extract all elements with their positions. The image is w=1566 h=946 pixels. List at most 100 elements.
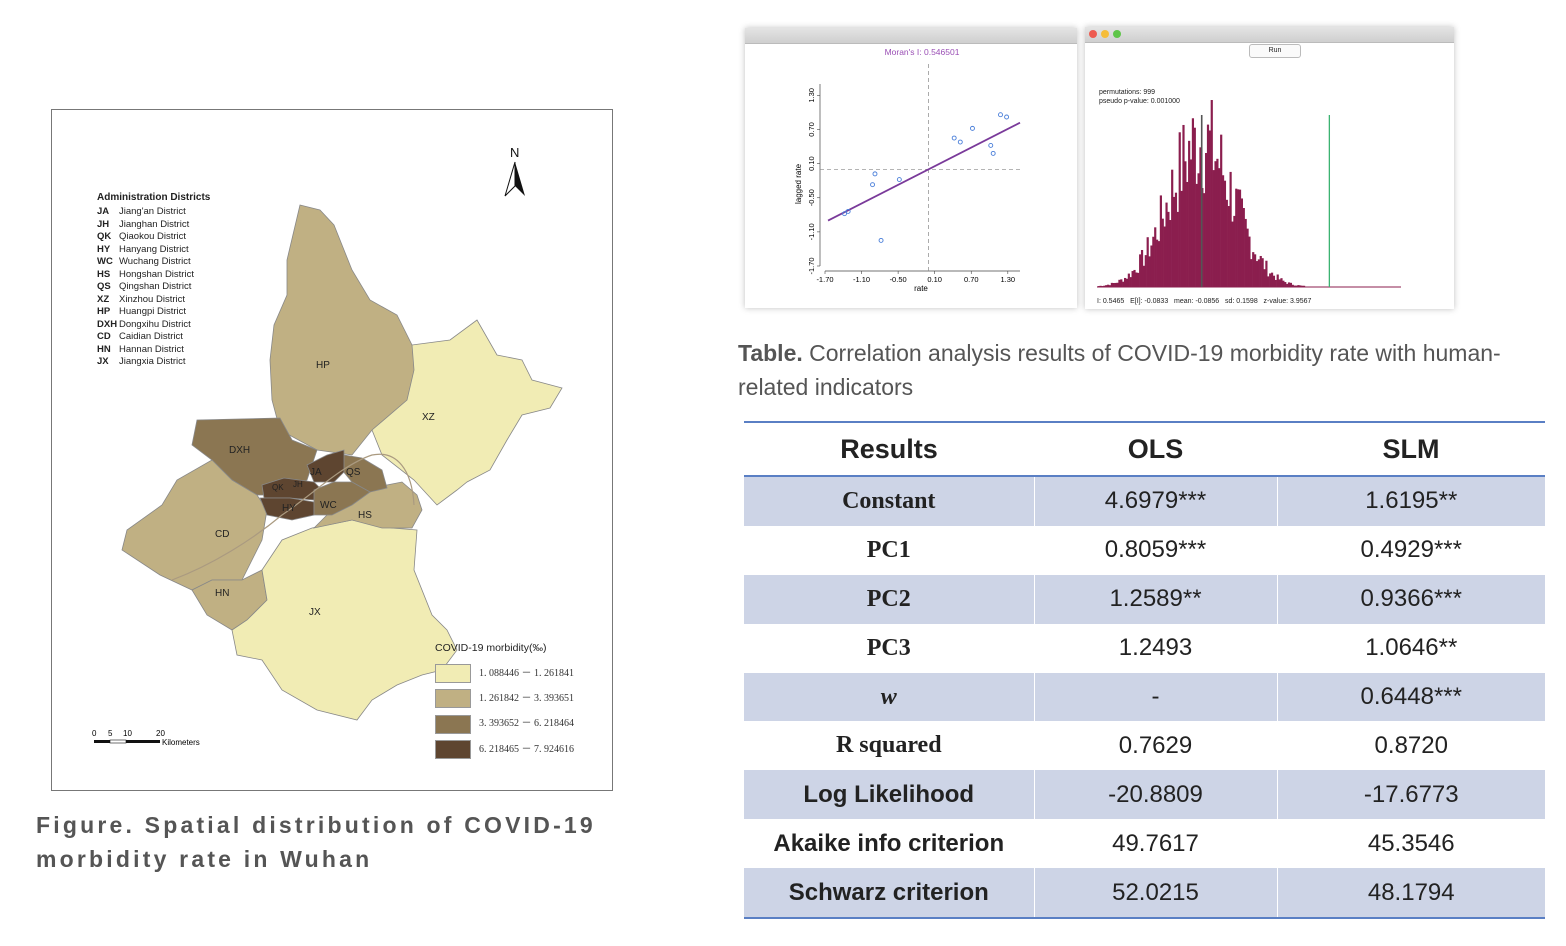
zoom-dot-icon[interactable] (1113, 30, 1121, 38)
morbidity-legend: COVID-19 morbidity(‰) 1. 088446 － 1. 261… (435, 642, 574, 765)
histogram-bar (1250, 259, 1253, 287)
histogram-bar (1220, 134, 1223, 287)
districts-list: JA Jiang'an District JH Jianghan District QK… (97, 206, 210, 369)
histogram-bar (1150, 245, 1153, 287)
district-entry: DXH Dongxihu District (97, 319, 210, 332)
ols-value: 52.0215 (1033, 868, 1277, 920)
label-ja: JA (310, 467, 322, 478)
table-caption-text: Correlation analysis results of COVID-19… (738, 340, 1501, 400)
header-slm: SLM (1277, 421, 1545, 477)
ols-value: -20.8809 (1033, 770, 1277, 820)
histogram-bar (1114, 282, 1117, 287)
moran-title: Moran's I: 0.546501 (885, 47, 960, 57)
scatter-point (988, 142, 994, 148)
ols-value: 1.2589** (1033, 574, 1277, 624)
histogram-bar (1229, 171, 1232, 287)
histogram-bar (1231, 221, 1234, 287)
row-label: Schwarz criterion (744, 868, 1034, 920)
histogram-bar (1169, 220, 1172, 287)
histogram-bar (1216, 158, 1219, 287)
permutation-histogram (1097, 100, 1401, 288)
district-code: HP (97, 306, 111, 317)
district-name: Qiaokou District (119, 231, 187, 242)
moran-plot-area: -1.70 -1.10 -0.50 0.10 0.70 1.30 -1.70 -1.10 -0.… (807, 64, 1021, 284)
y-tick-label: 0.10 (807, 156, 816, 171)
histogram-bar (1212, 170, 1215, 287)
histogram-bar (1123, 277, 1127, 287)
histogram-bar (1099, 285, 1102, 287)
histogram-bar (1154, 227, 1157, 287)
minimize-dot-icon[interactable] (1101, 30, 1109, 38)
district-code: DXH (97, 318, 118, 330)
district-code: WC (97, 256, 113, 267)
scatter-point (998, 112, 1003, 118)
histogram-bar (1299, 285, 1302, 287)
header-results: Results (744, 421, 1034, 477)
histogram-bar (1148, 256, 1151, 287)
histogram-bar (1139, 254, 1142, 287)
histogram-bar (1303, 285, 1306, 287)
row-label: PC1 (866, 536, 911, 563)
x-tick-label: 0.70 (964, 275, 979, 284)
district-entry: XZ Xinzhou District (97, 294, 210, 307)
district-entry: HY Hanyang District (97, 244, 210, 257)
scatter-point (1004, 114, 1010, 120)
slm-value: 0.9366*** (1276, 574, 1545, 624)
histogram-bar (1131, 271, 1134, 287)
svg-text:0: 0 (92, 729, 97, 738)
histogram-bar (1105, 285, 1108, 287)
x-tick-label: 0.10 (927, 275, 942, 284)
histogram-bar (1107, 284, 1110, 287)
moran-scatter-plot: Moran's I: 0.546501 rate lagged rate -1.… (794, 47, 1021, 293)
histogram-bar (1282, 280, 1285, 287)
histogram-bar (1227, 206, 1230, 287)
histogram-bar (1140, 249, 1144, 287)
moran-scatter-window: Moran's I: 0.546501 rate lagged rate -1.… (745, 28, 1077, 308)
table-row: Akaike info criterion 49.7617 45.3546 (744, 819, 1545, 869)
histogram-bar (1280, 278, 1283, 287)
district-name: Dongxihu District (119, 318, 191, 330)
histogram-bar (1223, 180, 1227, 287)
district-entry: JH Jianghan District (97, 219, 210, 232)
histogram-bar (1261, 258, 1264, 287)
histogram-bar (1188, 140, 1191, 287)
x-tick-label: 1.30 (1001, 275, 1016, 284)
table-row: w -0.6448*** (744, 672, 1545, 722)
ols-value: 0.8059*** (1033, 525, 1277, 575)
close-dot-icon[interactable] (1089, 30, 1097, 38)
permutations-text: permutations: 999 (1099, 89, 1156, 96)
row-label: PC2 (744, 574, 1034, 624)
histogram-bar (1120, 279, 1123, 287)
histogram-bar (1225, 199, 1228, 287)
row-label: Constant (744, 476, 1034, 526)
label-hn: HN (215, 588, 229, 599)
histogram-bar (1270, 272, 1274, 287)
y-tick-label: 0.70 (807, 122, 816, 137)
district-entry: WC Wuchang District (97, 256, 210, 269)
class-swatch (435, 664, 471, 684)
north-arrow-icon: N (504, 145, 525, 197)
histogram-bar (1208, 130, 1211, 287)
histogram-bar (1142, 265, 1146, 287)
district-name: Jianghan District (119, 218, 190, 230)
scatter-point (970, 125, 975, 131)
district-code: XZ (97, 293, 110, 305)
histogram-bar (1206, 124, 1210, 287)
x-tick-label: -1.10 (853, 275, 870, 284)
histogram-bar (1259, 255, 1262, 287)
histogram-bar (1297, 285, 1300, 287)
run-button[interactable]: Run (1249, 44, 1301, 58)
table-row: PC3 1.2493 1.0646** (744, 623, 1545, 673)
scatter-point (896, 177, 902, 183)
histogram-bar (1269, 273, 1272, 287)
histogram-bar (1278, 279, 1281, 287)
histogram-bar (1146, 237, 1149, 287)
svg-text:5: 5 (108, 729, 113, 738)
slm-value: 0.8720 (1276, 721, 1545, 771)
class-range: 1. 261842 － 3. 393651 (479, 693, 574, 705)
district-code: HN (97, 343, 111, 355)
morbidity-class-entry: 1. 088446 － 1. 261841 (435, 664, 574, 684)
morbidity-class-entry: 3. 393652 － 6. 218464 (435, 714, 574, 734)
class-swatch (435, 689, 471, 709)
row-label: Akaike info criterion (773, 829, 1005, 857)
